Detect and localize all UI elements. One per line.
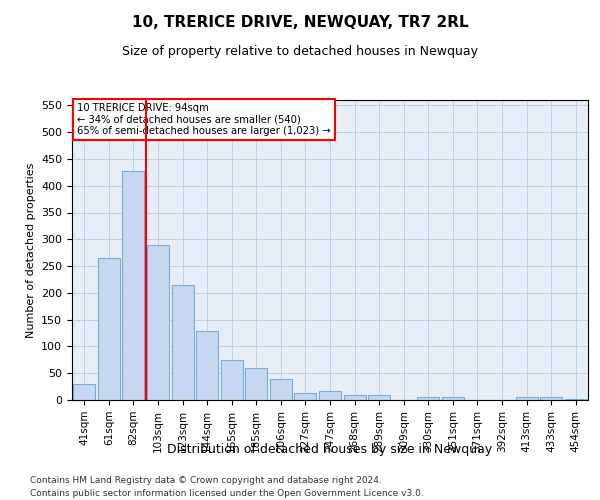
Bar bbox=[417, 398, 439, 400]
Text: Distribution of detached houses by size in Newquay: Distribution of detached houses by size … bbox=[167, 444, 493, 456]
Bar bbox=[73, 384, 95, 400]
Text: 10 TRERICE DRIVE: 94sqm
← 34% of detached houses are smaller (540)
65% of semi-d: 10 TRERICE DRIVE: 94sqm ← 34% of detache… bbox=[77, 103, 331, 136]
Text: Size of property relative to detached houses in Newquay: Size of property relative to detached ho… bbox=[122, 45, 478, 58]
Bar bbox=[565, 399, 587, 400]
Bar bbox=[270, 378, 292, 400]
Bar bbox=[196, 332, 218, 400]
Bar bbox=[540, 398, 562, 400]
Bar bbox=[122, 170, 145, 400]
Bar bbox=[368, 394, 390, 400]
Bar bbox=[344, 394, 365, 400]
Text: Contains public sector information licensed under the Open Government Licence v3: Contains public sector information licen… bbox=[30, 488, 424, 498]
Bar bbox=[295, 392, 316, 400]
Bar bbox=[147, 244, 169, 400]
Bar bbox=[442, 398, 464, 400]
Text: 10, TRERICE DRIVE, NEWQUAY, TR7 2RL: 10, TRERICE DRIVE, NEWQUAY, TR7 2RL bbox=[131, 15, 469, 30]
Bar bbox=[172, 285, 194, 400]
Bar bbox=[515, 397, 538, 400]
Y-axis label: Number of detached properties: Number of detached properties bbox=[26, 162, 35, 338]
Bar bbox=[221, 360, 243, 400]
Text: Contains HM Land Registry data © Crown copyright and database right 2024.: Contains HM Land Registry data © Crown c… bbox=[30, 476, 382, 485]
Bar bbox=[98, 258, 120, 400]
Bar bbox=[319, 391, 341, 400]
Bar bbox=[245, 368, 268, 400]
